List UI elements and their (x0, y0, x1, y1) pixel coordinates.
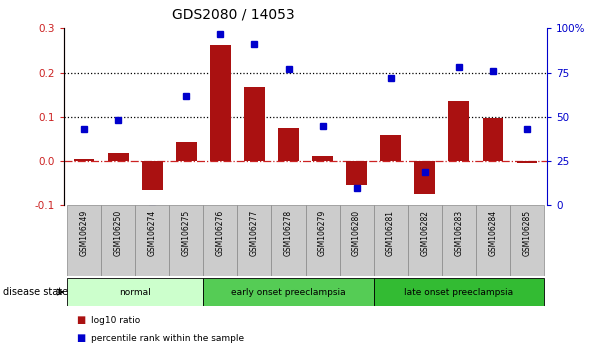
Text: GSM106285: GSM106285 (522, 210, 531, 256)
Bar (142, 161, 162, 190)
Text: late onset preeclampsia: late onset preeclampsia (404, 287, 513, 297)
Bar (272, 205, 305, 276)
Bar (136, 205, 170, 276)
Text: GSM106279: GSM106279 (318, 210, 327, 256)
Bar (176, 142, 196, 161)
Bar (238, 205, 272, 276)
Bar (67, 278, 204, 306)
Text: GSM106283: GSM106283 (454, 210, 463, 256)
Bar (108, 153, 128, 161)
Text: GSM106277: GSM106277 (250, 210, 259, 256)
Bar (67, 205, 102, 276)
Bar (339, 205, 373, 276)
Bar (449, 101, 469, 161)
Text: GDS2080 / 14053: GDS2080 / 14053 (171, 7, 294, 21)
Text: GSM106276: GSM106276 (216, 210, 225, 256)
Bar (441, 205, 475, 276)
Text: disease state: disease state (3, 287, 68, 297)
Text: ■: ■ (76, 315, 85, 325)
Bar (74, 159, 94, 161)
Text: GSM106278: GSM106278 (284, 210, 293, 256)
Bar (407, 205, 441, 276)
Text: GSM106249: GSM106249 (80, 210, 89, 256)
Bar (347, 161, 367, 185)
Bar (517, 161, 537, 163)
Bar (278, 128, 299, 161)
Bar (373, 278, 544, 306)
Text: GSM106281: GSM106281 (386, 210, 395, 256)
Text: ■: ■ (76, 333, 85, 343)
Text: GSM106280: GSM106280 (352, 210, 361, 256)
Bar (210, 45, 230, 161)
Text: GSM106284: GSM106284 (488, 210, 497, 256)
Text: GSM106275: GSM106275 (182, 210, 191, 256)
Text: log10 ratio: log10 ratio (91, 316, 140, 325)
Text: GSM106274: GSM106274 (148, 210, 157, 256)
Text: early onset preeclampsia: early onset preeclampsia (231, 287, 346, 297)
Bar (483, 118, 503, 161)
Text: GSM106282: GSM106282 (420, 210, 429, 256)
Text: normal: normal (119, 287, 151, 297)
Bar (381, 135, 401, 161)
Bar (313, 156, 333, 161)
Bar (373, 205, 407, 276)
Text: percentile rank within the sample: percentile rank within the sample (91, 333, 244, 343)
Bar (204, 278, 373, 306)
Bar (415, 161, 435, 194)
Bar (306, 205, 339, 276)
Bar (510, 205, 544, 276)
Bar (244, 87, 264, 161)
Text: GSM106250: GSM106250 (114, 210, 123, 256)
Bar (204, 205, 238, 276)
Bar (475, 205, 510, 276)
Bar (102, 205, 136, 276)
Bar (170, 205, 204, 276)
